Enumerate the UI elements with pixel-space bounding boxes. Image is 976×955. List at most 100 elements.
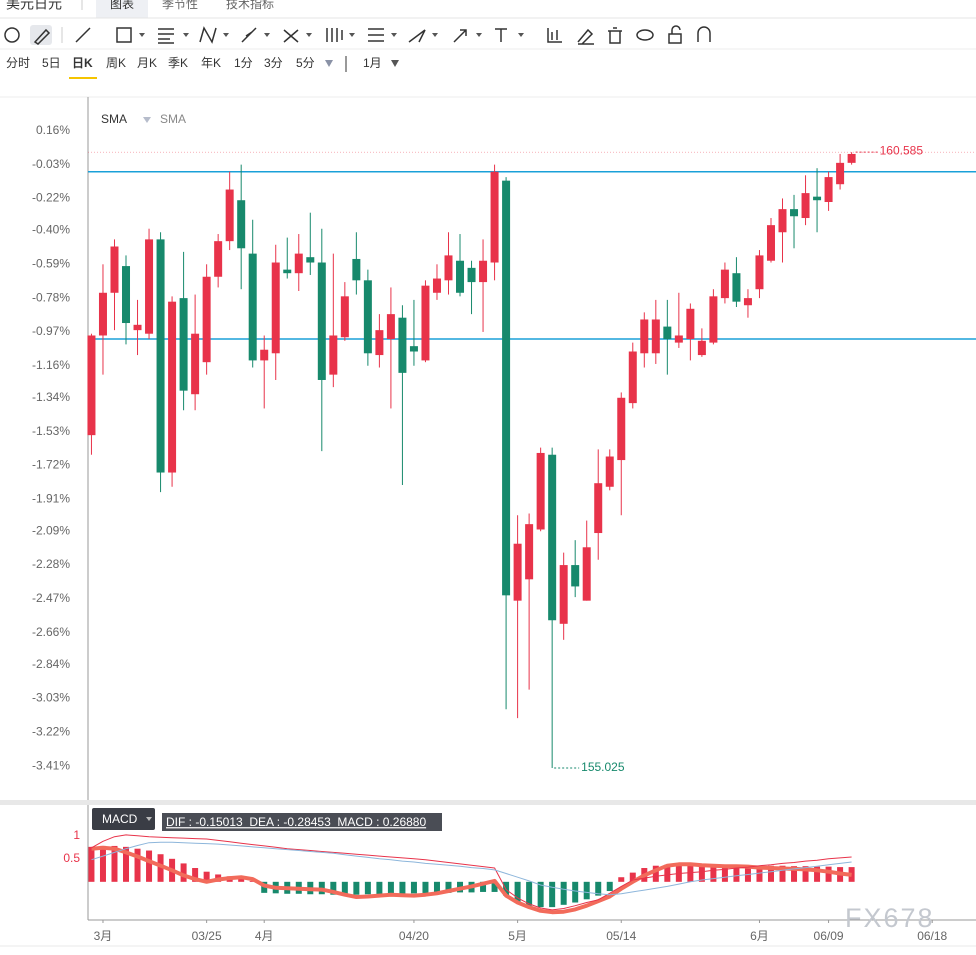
period[interactable]: 5日 [42, 56, 61, 70]
candle-body [444, 255, 453, 281]
candle-body [836, 162, 845, 185]
macd-bar [157, 854, 164, 882]
candle-body [214, 241, 223, 277]
y-tick-label: -3.22% [32, 725, 70, 739]
icon-fib[interactable] [158, 28, 174, 44]
y-tick-label: -0.97% [32, 324, 70, 338]
icon-text[interactable] [495, 28, 507, 42]
candle-body [548, 454, 557, 621]
period[interactable]: 年K [201, 56, 221, 70]
icon-measure[interactable] [547, 28, 562, 43]
icon-delete[interactable] [608, 27, 622, 44]
candle-body [248, 253, 257, 361]
period-bar: 分时 5日 日K 周K 月K 季K 年K 1分 3分 5分 1月 [6, 56, 399, 79]
candle-body [98, 292, 107, 336]
legend-item: SMA [101, 112, 127, 126]
icon-pencil[interactable] [33, 28, 51, 45]
macd-bar [341, 881, 348, 895]
candle-body [260, 349, 269, 361]
icon-rect[interactable] [116, 27, 132, 43]
candle-body [271, 262, 280, 354]
period[interactable]: 月K [137, 56, 157, 70]
icon-parallel[interactable] [241, 27, 257, 43]
tab[interactable]: 美元日元 [6, 0, 62, 12]
y-tick-label: 0.16% [36, 123, 70, 137]
x-tick-label: 3月 [94, 929, 113, 943]
macd-bar [698, 864, 705, 882]
period[interactable]: 3分 [264, 56, 283, 70]
candle-body [628, 351, 637, 404]
icon-eye[interactable] [636, 29, 654, 41]
indicator-select[interactable] [92, 808, 155, 830]
period[interactable]: 5分 [296, 56, 315, 70]
macd-bar [146, 850, 153, 882]
candle-body [778, 209, 787, 233]
candle-body [237, 200, 246, 249]
period[interactable]: 周K [106, 56, 126, 70]
candle-body [294, 253, 303, 274]
indicator-values: DIF : -0.15013 DEA : -0.28453 MACD : 0.2… [166, 815, 426, 829]
icon-pattern[interactable] [199, 26, 217, 44]
macd-bar [572, 881, 579, 903]
candle-body [847, 153, 856, 163]
tab[interactable]: 季节性 [162, 0, 198, 11]
macd-bar [744, 865, 751, 882]
macd-bar [537, 881, 544, 908]
icon-arrow[interactable] [453, 29, 467, 43]
macd-bar [180, 863, 187, 882]
macd-bar [664, 864, 671, 882]
macd-bar [583, 881, 590, 900]
period[interactable]: 分时 [6, 56, 30, 70]
candle-body [329, 335, 338, 375]
candle-body [432, 278, 441, 293]
tab[interactable]: 图表 [110, 0, 134, 11]
icon-bars[interactable] [326, 28, 343, 42]
icon-levels[interactable] [368, 28, 384, 42]
macd-bar [652, 865, 659, 882]
macd-bar [203, 871, 210, 882]
icon-brush[interactable] [408, 29, 426, 43]
macd-bar [595, 881, 602, 896]
y-tick-label: -2.66% [32, 625, 70, 639]
period[interactable]: 1分 [234, 56, 253, 70]
candle-body [421, 285, 430, 361]
x-tick-label: 03/25 [192, 929, 222, 943]
macd-bar [814, 866, 821, 882]
macd-bar [330, 881, 337, 895]
x-tick-label: 05/14 [606, 929, 636, 943]
icon-cross[interactable] [283, 29, 299, 43]
icon-reset[interactable] [4, 27, 20, 43]
y-tick-label: -3.03% [32, 691, 70, 705]
dropdown-arrow[interactable] [325, 60, 333, 67]
macd-bar [710, 864, 717, 882]
y-tick-label: -2.09% [32, 523, 70, 537]
candle-body [743, 298, 752, 306]
candle-body [813, 196, 822, 201]
period[interactable]: 季K [168, 56, 188, 70]
icon-lock-shackle [671, 25, 681, 34]
high-label: 160.585 [880, 143, 924, 157]
candle-body [202, 276, 211, 363]
macd-bar [376, 881, 383, 895]
low-label: 155.025 [581, 760, 625, 774]
candle-body [605, 456, 614, 487]
macd-bar [526, 881, 533, 906]
icon-line[interactable] [75, 27, 91, 43]
dropdown-arrow[interactable] [391, 60, 399, 67]
period-active[interactable]: 日K [72, 56, 93, 70]
candle-body [709, 296, 718, 343]
macd-bar [767, 865, 774, 882]
candle-body [790, 209, 799, 217]
y-tick-label: -1.34% [32, 390, 70, 404]
tab[interactable]: 技术指标 [226, 0, 274, 11]
macd-bar [491, 881, 498, 892]
indicator-name[interactable]: MACD [102, 812, 138, 826]
macd-bar [721, 864, 728, 882]
icon-edit[interactable] [577, 28, 594, 45]
y-tick-label: 1 [73, 828, 80, 842]
interval[interactable]: 1月 [363, 56, 382, 70]
icon-lock[interactable] [668, 33, 682, 44]
icon-magnet[interactable] [697, 26, 711, 42]
macd-bar [560, 881, 567, 905]
